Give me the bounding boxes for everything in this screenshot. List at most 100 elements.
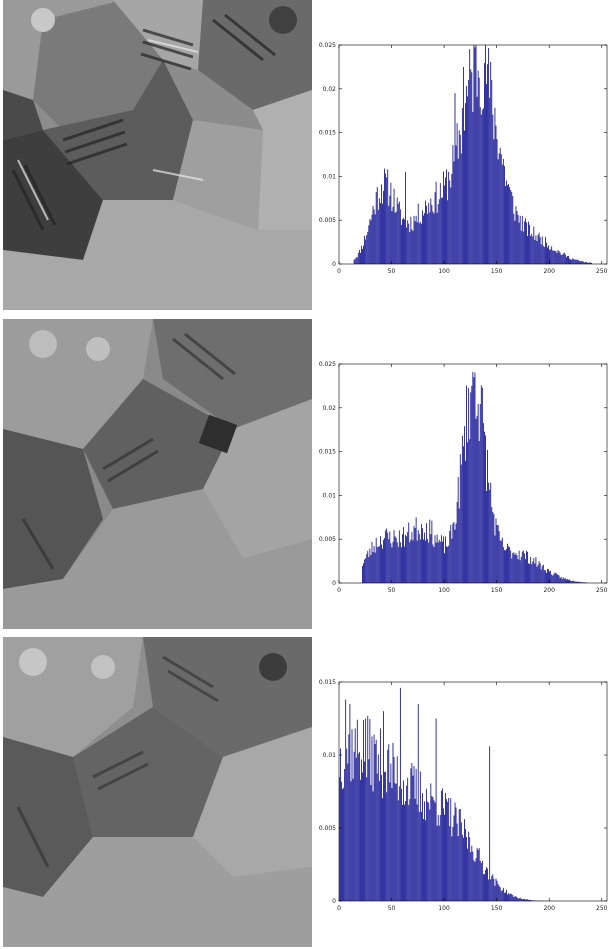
histogram-bar [446,799,447,901]
histogram-bar [361,759,362,901]
histogram-bar [366,235,368,264]
histogram-bar [389,195,391,264]
histogram-bar [472,371,474,583]
histogram-bar [369,548,371,583]
histogram-bar [510,550,512,583]
histogram-bar [416,222,418,264]
histogram-bar [406,227,408,264]
histogram-bar [413,215,415,264]
histogram-bar [423,215,424,264]
histogram-bar [566,579,567,583]
histogram-bar [496,139,498,264]
histogram-bar [368,557,370,583]
histogram-bar [532,900,534,901]
histogram-bar [489,489,491,583]
photo-2-canvas [3,319,312,629]
histogram-bar [387,749,389,901]
histogram-bar [364,235,366,264]
histogram-bar [456,502,458,583]
histogram-bar [452,523,454,583]
histogram-bar [444,185,445,264]
histogram-bar [561,254,563,264]
histogram-bar [429,519,431,583]
histogram-bar [468,831,470,901]
histogram-bar [426,205,428,264]
histogram-bar [556,573,558,583]
histogram-bar [385,771,387,901]
histogram-bar [511,191,513,264]
histogram-bar [367,231,369,264]
histogram-bar [401,224,402,264]
histogram-bar [507,185,508,264]
histogram-bar [426,523,428,583]
histogram-bar [498,153,500,264]
histogram-bar [374,744,376,901]
histogram-bar [398,530,400,583]
histogram-bar [513,213,515,264]
histogram-bar [563,578,565,583]
histogram-bar [514,220,516,264]
y-tick-label: 0.02 [323,405,337,412]
histogram-bar [528,221,529,264]
histogram-bar [439,815,441,901]
histogram-bar [393,757,395,901]
histogram-2: 0 50 100 150 200 250 0 0.005 0.01 0.015 0.02 0.025 [314,319,610,631]
histogram-bar [542,245,544,264]
histogram-bar [368,759,370,901]
histogram-bar [529,224,531,264]
histogram-bar [502,547,504,583]
histogram-bar [473,860,475,901]
histogram-bar [468,387,470,583]
histogram-bar [538,232,540,264]
y-tick-label: 0 [332,898,336,905]
histogram-bar [432,544,434,583]
histogram-bar [395,783,397,901]
histogram-bar [518,550,520,583]
histogram-bar [383,190,384,264]
histogram-bar [535,235,537,264]
histogram-bar [500,540,502,583]
histogram-bar [357,252,359,264]
histogram-bar [414,221,416,264]
histogram-bar [465,829,466,901]
histogram-bar [463,66,464,265]
histogram-bar [431,795,433,901]
histogram-bar [458,508,460,583]
histogram-bar [470,852,472,901]
histogram-bar [591,262,593,264]
histogram-bar [530,236,532,264]
histogram-bar [363,719,364,901]
histogram-bar [440,535,442,583]
histogram-bar [409,231,411,264]
y-tick-label: 0.01 [323,492,337,499]
histogram-bar [375,537,377,583]
histogram-bar [512,895,514,901]
histogram-bar [375,191,377,264]
histogram-bar [390,543,392,583]
histogram-bar [407,531,409,583]
histogram-bar [393,530,395,583]
histogram-bar [395,211,397,264]
histogram-bar [501,537,503,583]
histogram-bar [531,233,533,264]
histogram-bar [518,898,520,901]
histogram-bar [471,845,473,901]
histogram-bar [549,249,550,264]
histogram-bar [455,145,457,264]
histogram-bar [392,207,394,264]
histogram-bar [520,230,522,264]
histogram-bar [447,546,449,583]
histogram-bar [490,879,492,901]
histogram-bar [506,889,507,901]
histogram-bar [488,482,490,583]
histogram-bar [463,837,464,901]
histogram-bar [444,814,445,901]
histogram-bar [371,736,373,901]
histogram-bar [418,811,420,901]
histogram-bar [449,530,451,583]
histogram-bar [479,107,481,264]
histogram-bar [502,158,504,264]
histogram-bar [447,801,449,901]
histogram-bar [417,203,419,264]
histogram-bar [499,540,501,583]
